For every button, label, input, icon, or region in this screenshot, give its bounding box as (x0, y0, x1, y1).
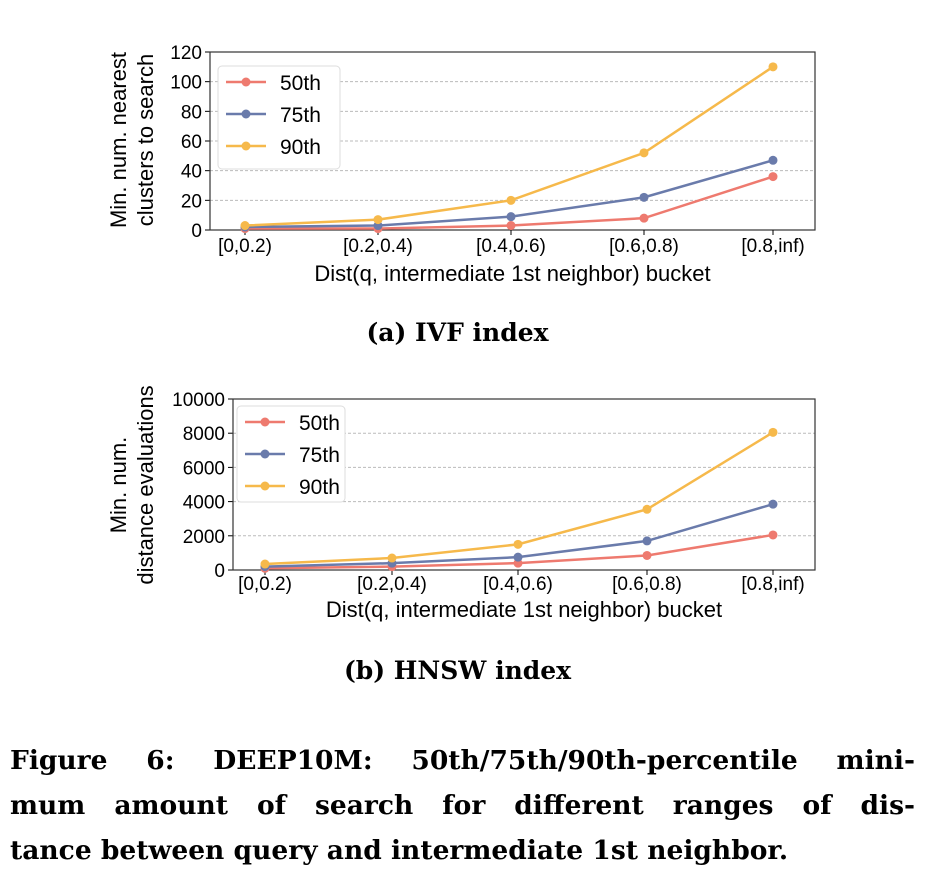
data-point-90th (513, 539, 523, 549)
caption-line: Figure 6: DEEP10M: 50th/75th/90th-percen… (10, 745, 915, 776)
x-axis-label: Dist(q, intermediate 1st neighbor) bucke… (326, 597, 722, 622)
x-tick-label: [0.6,0.8) (612, 574, 682, 595)
subcaption-b: (b) HNSW index (343, 656, 572, 685)
y-tick-label: 80 (181, 102, 202, 123)
legend-marker (241, 109, 251, 119)
y-tick-label: 40 (181, 162, 202, 183)
data-point-50th (506, 221, 516, 231)
data-point-90th (506, 195, 516, 205)
data-point-50th (768, 172, 778, 182)
figure-caption: Figure 6: DEEP10M: 50th/75th/90th-percen… (10, 738, 915, 873)
legend-marker (241, 141, 251, 151)
y-axis-label: Min. num. nearest (106, 52, 131, 228)
data-point-90th (387, 553, 397, 563)
x-tick-label: [0.6,0.8) (609, 236, 679, 257)
legend-marker (260, 449, 270, 459)
legend-marker (260, 417, 270, 427)
y-tick-label: 10000 (172, 390, 225, 411)
figure-charts: 0 20 40 60 80 100 120 [0,0.2) [0.2,0.4) [0.4,0.6)… (106, 43, 816, 622)
x-tick-label: [0.2,0.4) (357, 574, 427, 595)
legend-label: 90th (280, 136, 321, 159)
data-point-75th (506, 212, 516, 222)
data-point-90th (260, 559, 270, 569)
data-point-75th (768, 155, 778, 165)
data-point-50th (768, 530, 778, 540)
caption-line: tance between query and intermediate 1st… (10, 835, 789, 866)
y-tick-label: 4000 (183, 493, 225, 514)
y-tick-label: 60 (181, 132, 202, 153)
x-tick-label: [0.4,0.6) (476, 236, 546, 257)
data-point-75th (639, 192, 649, 202)
x-tick-label: [0,0.2) (218, 236, 272, 257)
x-tick-label: [0.8,inf) (741, 236, 804, 257)
y-tick-label: 0 (214, 561, 225, 582)
legend-label: 50th (280, 72, 321, 95)
caption-line: mum amount of search for different range… (10, 790, 915, 821)
y-tick-label: 120 (170, 43, 202, 64)
data-point-90th (240, 221, 250, 231)
y-axis-label: distance evaluations (133, 385, 158, 584)
legend-label: 75th (299, 444, 340, 467)
data-point-75th (642, 536, 652, 546)
data-point-75th (768, 499, 778, 509)
legend-marker (260, 481, 270, 491)
y-tick-label: 0 (191, 221, 202, 242)
x-axis-label: Dist(q, intermediate 1st neighbor) bucke… (314, 261, 710, 286)
data-point-90th (768, 62, 778, 72)
data-point-50th (639, 213, 649, 223)
y-tick-label: 20 (181, 191, 202, 212)
data-point-90th (639, 148, 649, 158)
data-point-75th (513, 552, 523, 562)
data-point-90th (642, 504, 652, 514)
data-point-90th (373, 215, 383, 225)
subcaption-a: (a) IVF index (366, 318, 549, 347)
x-tick-label: [0.2,0.4) (343, 236, 413, 257)
y-axis-label: clusters to search (133, 54, 158, 226)
plot-frame (209, 51, 816, 231)
data-point-90th (768, 427, 778, 437)
legend-label: 75th (280, 104, 321, 127)
y-tick-label: 2000 (183, 527, 225, 548)
legend-marker (241, 77, 251, 87)
y-tick-label: 100 (170, 73, 202, 94)
data-point-50th (642, 550, 652, 560)
y-tick-label: 6000 (183, 458, 225, 479)
y-axis-label: Min. num. (106, 437, 131, 534)
x-tick-label: [0.8,inf) (741, 574, 804, 595)
legend-box (236, 405, 346, 503)
legend-label: 90th (299, 476, 340, 499)
x-tick-label: [0,0.2) (238, 574, 292, 595)
plot-frame (232, 398, 816, 571)
legend-label: 50th (299, 412, 340, 435)
x-tick-label: [0.4,0.6) (483, 574, 553, 595)
y-tick-label: 8000 (183, 424, 225, 445)
